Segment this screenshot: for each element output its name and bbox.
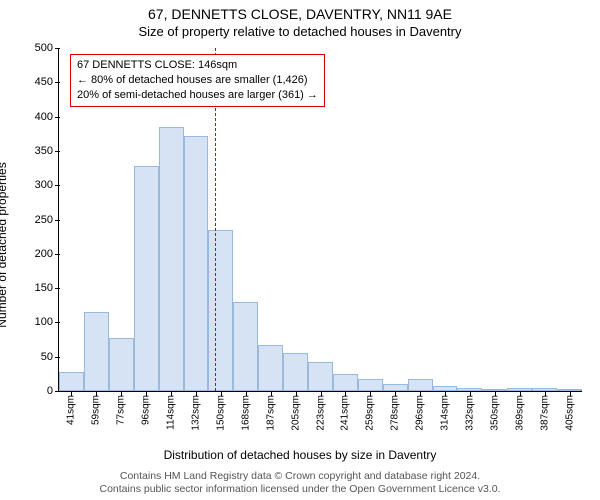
x-tick-label: 278sqm [390, 391, 401, 431]
y-axis-label: Number of detached properties [0, 80, 9, 245]
histogram-bar [358, 379, 383, 391]
histogram-bar [84, 312, 109, 391]
histogram-bar [333, 374, 358, 391]
reference-info-box: 67 DENNETTS CLOSE: 146sqm ← 80% of detac… [70, 54, 325, 107]
y-tick: 450 [35, 76, 59, 88]
x-tick-label: 205sqm [290, 391, 301, 431]
histogram-bar [208, 230, 233, 391]
y-tick: 50 [41, 351, 59, 363]
x-tick-label: 332sqm [464, 391, 475, 431]
info-line-property: 67 DENNETTS CLOSE: 146sqm [77, 58, 318, 73]
footer-line-2: Contains public sector information licen… [0, 483, 600, 496]
x-tick-label: 296sqm [415, 391, 426, 431]
x-tick-label: 187sqm [265, 391, 276, 431]
x-tick-label: 223sqm [315, 391, 326, 431]
x-tick-label: 350sqm [489, 391, 500, 431]
histogram-bar [283, 353, 308, 391]
x-tick-label: 259sqm [365, 391, 376, 431]
x-tick-label: 59sqm [91, 391, 102, 425]
histogram-bar [159, 127, 184, 391]
y-tick: 100 [35, 316, 59, 328]
histogram-bar [383, 384, 408, 391]
y-tick: 350 [35, 145, 59, 157]
y-tick: 500 [35, 42, 59, 54]
info-line-larger: 20% of semi-detached houses are larger (… [77, 88, 318, 103]
chart-title: 67, DENNETTS CLOSE, DAVENTRY, NN11 9AE [0, 6, 600, 22]
y-tick: 150 [35, 282, 59, 294]
x-tick-label: 314sqm [440, 391, 451, 431]
x-axis-label: Distribution of detached houses by size … [0, 448, 600, 462]
histogram-bar [233, 302, 258, 391]
histogram-bar [109, 338, 134, 392]
chart-footer: Contains HM Land Registry data © Crown c… [0, 470, 600, 496]
y-tick: 300 [35, 179, 59, 191]
x-tick-label: 387sqm [539, 391, 550, 431]
histogram-bar [308, 362, 333, 391]
x-tick-label: 132sqm [190, 391, 201, 431]
x-tick-label: 114sqm [166, 391, 177, 430]
y-tick: 200 [35, 248, 59, 260]
histogram-bar [59, 372, 84, 391]
x-tick-label: 405sqm [564, 391, 575, 431]
footer-line-1: Contains HM Land Registry data © Crown c… [0, 470, 600, 483]
histogram-bar [184, 136, 209, 391]
x-tick-label: 96sqm [141, 391, 152, 425]
x-tick-label: 241sqm [340, 391, 351, 431]
y-tick: 400 [35, 111, 59, 123]
y-tick: 0 [47, 385, 59, 397]
info-line-smaller: ← 80% of detached houses are smaller (1,… [77, 73, 318, 88]
histogram-bar [258, 345, 283, 391]
chart-subtitle: Size of property relative to detached ho… [0, 24, 600, 39]
y-tick: 250 [35, 214, 59, 226]
x-tick-label: 41sqm [66, 391, 77, 425]
x-tick-label: 168sqm [240, 391, 251, 431]
histogram-bar [134, 166, 159, 391]
property-size-chart: 67, DENNETTS CLOSE, DAVENTRY, NN11 9AE S… [0, 0, 600, 500]
x-tick-label: 369sqm [514, 391, 525, 431]
x-tick-label: 77sqm [116, 391, 127, 425]
histogram-bar [408, 379, 433, 391]
x-tick-label: 150sqm [215, 391, 226, 431]
